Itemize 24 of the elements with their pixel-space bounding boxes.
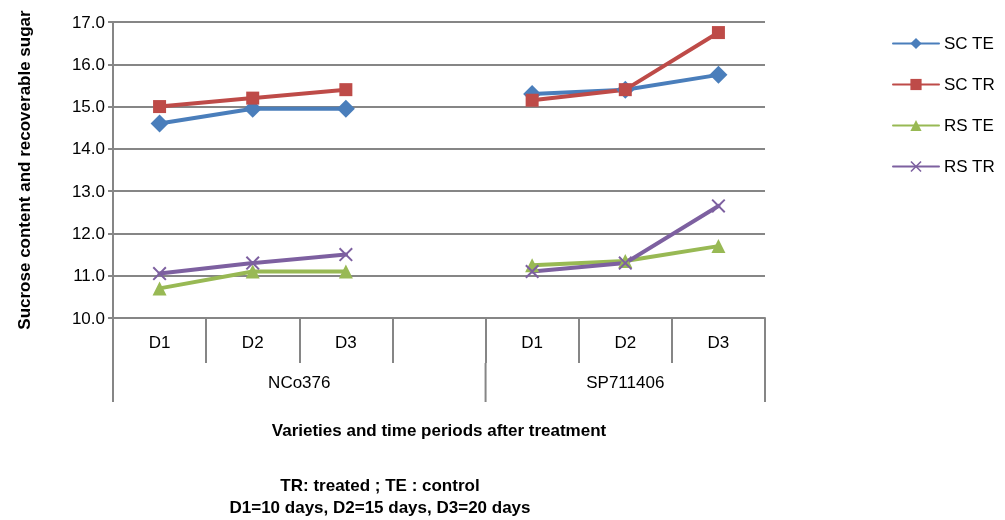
y-tick-label: 12.0 [71, 223, 105, 243]
x-tick-label: D2 [614, 333, 637, 352]
y-tick-label: 15.0 [71, 97, 105, 117]
x-tick-label: D3 [707, 333, 730, 352]
legend-label: RS TR [944, 157, 995, 176]
x-tick-label: D1 [521, 333, 544, 352]
y-tick-label: 13.0 [71, 181, 105, 201]
text: D1=10 days, D2=15 days, D3=20 days [229, 497, 531, 517]
y-tick-label: 16.0 [71, 54, 105, 74]
text: NCo376 [268, 372, 331, 392]
y-axis-title: Sucrose content and recoverable sugar [15, 9, 34, 330]
legend-label: SC TR [944, 75, 995, 94]
legend-label: SC TE [944, 34, 994, 53]
text: SP711406 [586, 372, 665, 392]
y-tick-label: 17.0 [71, 12, 105, 32]
x-tick-label: D1 [148, 333, 171, 352]
x-tick-label: D3 [334, 333, 357, 352]
x-tick-label: D2 [241, 333, 264, 352]
y-tick-label: 10.0 [71, 308, 105, 328]
y-tick-label: 11.0 [73, 266, 105, 286]
legend-label: RS TE [944, 116, 994, 135]
y-tick-label: 14.0 [71, 139, 105, 159]
x-axis-title: Varieties and time periods after treatment [271, 421, 607, 440]
text: TR: treated ; TE : control [280, 475, 480, 495]
